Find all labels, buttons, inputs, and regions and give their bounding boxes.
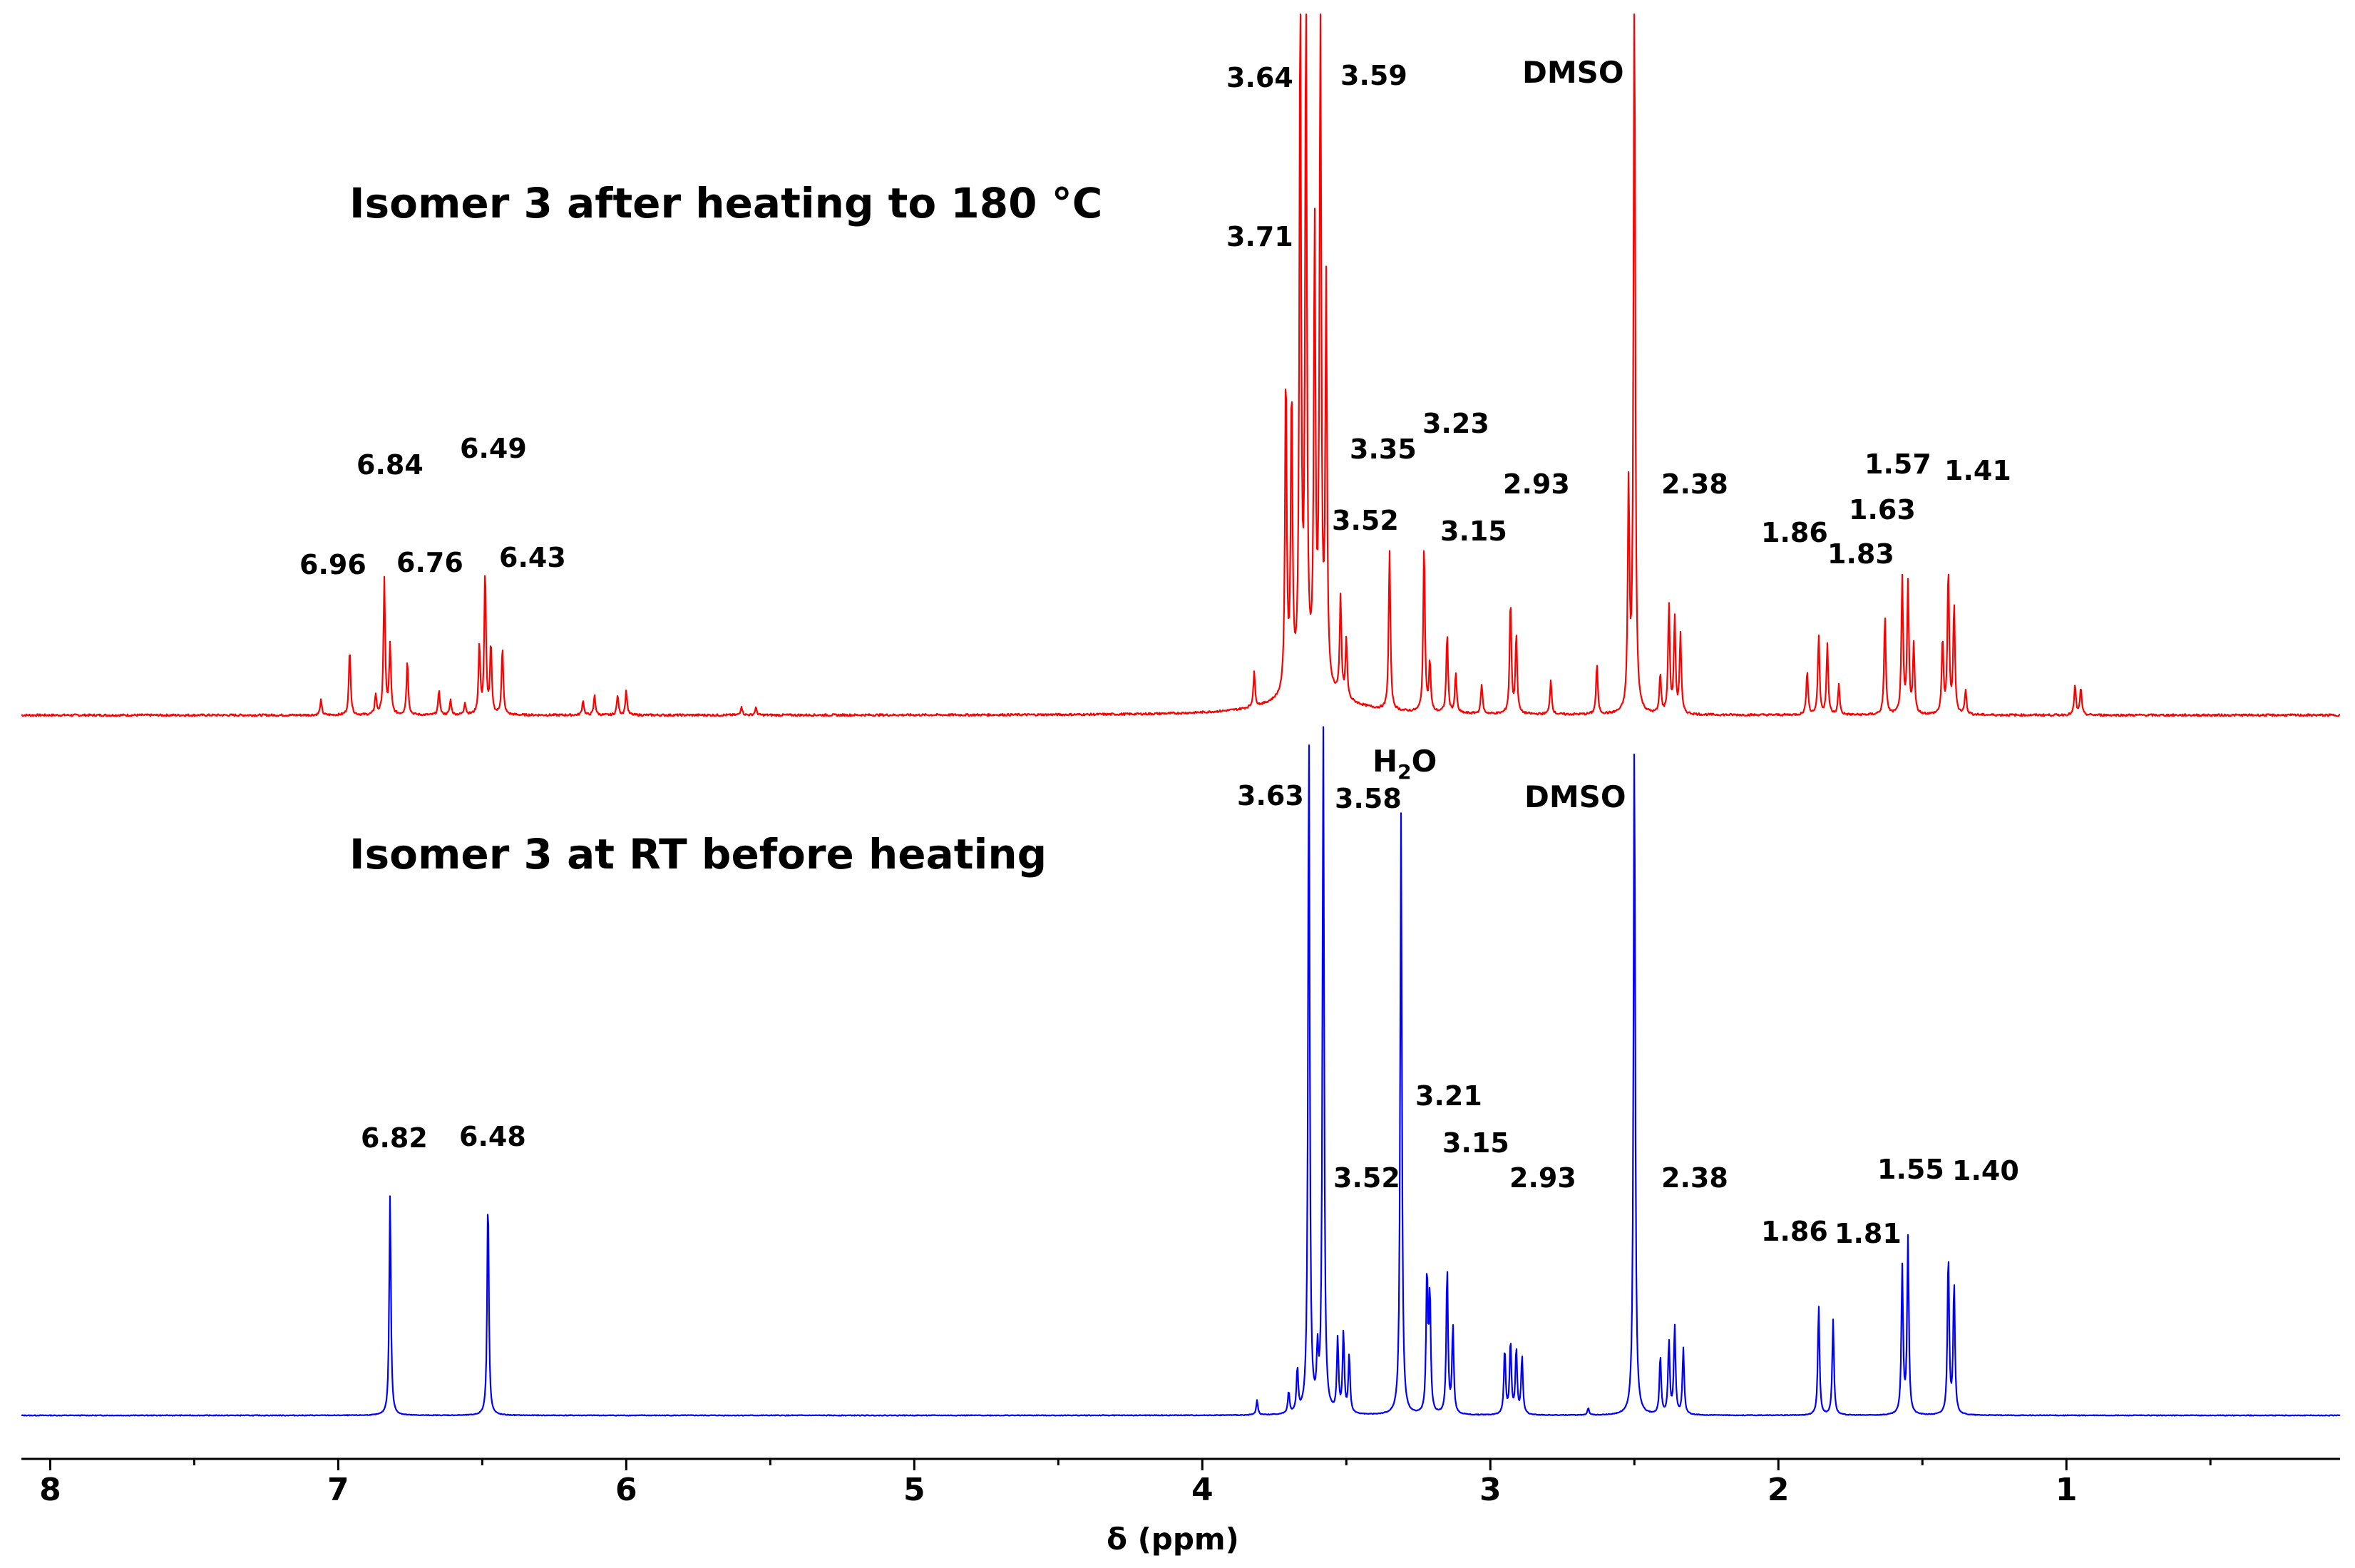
peak-label: 3.35 <box>1350 434 1417 465</box>
x-tick-label: 6 <box>615 1472 637 1508</box>
peak-label: 3.58 <box>1335 783 1402 814</box>
peak-label: 3.52 <box>1332 505 1399 536</box>
peak-label: 1.55 <box>1877 1154 1944 1185</box>
peak-label: 3.15 <box>1442 1127 1509 1159</box>
x-tick-label: 2 <box>1767 1472 1790 1508</box>
peak-label: 1.81 <box>1835 1218 1902 1249</box>
peak-label: 3.52 <box>1333 1162 1400 1194</box>
peak-label: 3.15 <box>1440 516 1507 547</box>
peak-label: 1.86 <box>1761 1216 1828 1247</box>
spectrum-title: Isomer 3 at RT before heating <box>349 830 1047 878</box>
spectrum-after-heating <box>21 13 2341 717</box>
x-tick-label: 5 <box>903 1472 925 1508</box>
peak-label: 2.93 <box>1509 1162 1576 1194</box>
x-tick-label: 4 <box>1191 1472 1214 1508</box>
peak-label: 6.48 <box>459 1121 526 1152</box>
peak-label: 2.93 <box>1503 468 1570 500</box>
annotation-layer: Isomer 3 after heating to 180 °C DMSO 3.64… <box>299 55 2019 1249</box>
peak-label: 6.84 <box>356 449 424 481</box>
x-tick-label: 1 <box>2056 1472 2078 1508</box>
solvent-label: DMSO <box>1522 55 1624 90</box>
peak-label: 3.63 <box>1237 780 1304 811</box>
peak-label: 3.21 <box>1415 1080 1482 1112</box>
peak-label: 6.49 <box>460 433 527 464</box>
trace-after-heating <box>21 13 2341 717</box>
peak-label: 3.23 <box>1422 408 1489 439</box>
x-tick-label: 7 <box>327 1472 349 1508</box>
water-label: H2O <box>1373 744 1437 784</box>
x-axis-title: δ (ppm) <box>1107 1522 1239 1557</box>
peak-label: 6.76 <box>396 547 463 578</box>
peak-label: 3.59 <box>1340 60 1407 91</box>
x-tick-label: 3 <box>1479 1472 1502 1508</box>
peak-label: 3.64 <box>1226 62 1293 93</box>
peak-label: 6.96 <box>299 549 366 580</box>
peak-label: 2.38 <box>1661 1162 1728 1194</box>
spectrum-before-heating <box>21 726 2341 1417</box>
spectrum-title: Isomer 3 after heating to 180 °C <box>349 179 1102 227</box>
x-tick-label: 8 <box>39 1472 61 1508</box>
peak-label: 1.41 <box>1944 455 2011 486</box>
peak-label: 1.57 <box>1864 449 1931 480</box>
peak-label: 1.40 <box>1952 1155 2019 1187</box>
solvent-label: DMSO <box>1524 779 1626 814</box>
peak-label: 2.38 <box>1661 468 1728 500</box>
x-axis: 8 7 6 5 4 3 2 1 δ (ppm) <box>21 1457 2340 1557</box>
peak-label: 1.86 <box>1761 517 1828 548</box>
peak-label: 1.63 <box>1849 494 1916 526</box>
peak-label: 3.71 <box>1226 221 1293 252</box>
trace-before-heating <box>21 726 2341 1417</box>
peak-label: 1.83 <box>1827 538 1894 570</box>
peak-label: 6.82 <box>361 1122 428 1154</box>
peak-label: 6.43 <box>499 542 566 573</box>
